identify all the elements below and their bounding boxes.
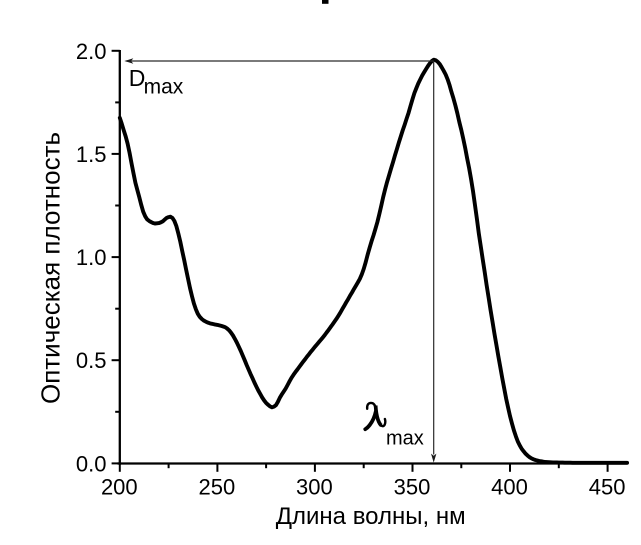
svg-text:0.5: 0.5 xyxy=(76,348,107,373)
svg-text:Длина волны, нм: Длина волны, нм xyxy=(276,503,466,530)
svg-text:400: 400 xyxy=(491,474,528,499)
svg-text:1.5: 1.5 xyxy=(76,142,107,167)
svg-text:200: 200 xyxy=(101,474,138,499)
svg-text:450: 450 xyxy=(589,474,626,499)
svg-text:250: 250 xyxy=(199,474,236,499)
svg-text:Оптическая плотность: Оптическая плотность xyxy=(36,132,66,404)
svg-text:1.0: 1.0 xyxy=(76,245,107,270)
svg-text:D: D xyxy=(129,65,146,91)
svg-text:max: max xyxy=(386,428,424,450)
svg-text:max: max xyxy=(144,75,184,98)
svg-text:300: 300 xyxy=(296,474,333,499)
svg-text:350: 350 xyxy=(394,474,431,499)
svg-text:0.0: 0.0 xyxy=(76,451,107,476)
svg-text:2.0: 2.0 xyxy=(76,39,107,64)
